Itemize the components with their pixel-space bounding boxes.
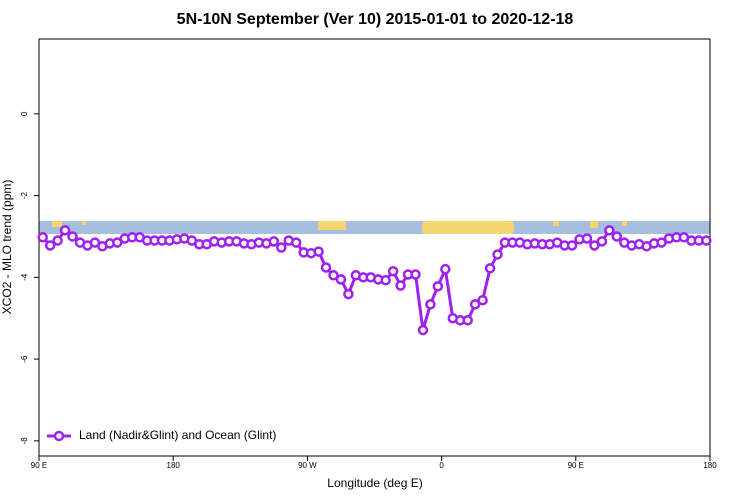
- x-tick-label: 90 E: [568, 461, 584, 470]
- x-tick-label: 90 W: [298, 461, 317, 470]
- data-point: [432, 281, 444, 292]
- data-point: [417, 324, 429, 336]
- data-point: [425, 299, 436, 310]
- data-point: [462, 315, 473, 326]
- x-axis-label: Longitude (deg E): [327, 476, 422, 490]
- y-tick-label: -8: [20, 437, 29, 445]
- data-point: [492, 249, 503, 260]
- data-point: [395, 280, 406, 291]
- data-point: [581, 233, 593, 244]
- chart-title: 5N-10N September (Ver 10) 2015-01-01 to …: [177, 11, 574, 28]
- data-point: [701, 235, 712, 246]
- data-point: [290, 237, 302, 248]
- data-point: [566, 240, 578, 251]
- data-point: [410, 269, 421, 280]
- data-point: [656, 237, 667, 248]
- data-point: [112, 237, 123, 248]
- data-point: [67, 231, 78, 242]
- data-point: [268, 236, 280, 247]
- legend-label: Land (Nadir&Glint) and Ocean (Glint): [79, 428, 276, 442]
- data-point: [343, 288, 354, 300]
- x-tick-label: 180: [167, 461, 181, 470]
- data-point: [44, 240, 56, 251]
- y-tick-label: -6: [20, 355, 29, 363]
- data-point: [320, 262, 332, 273]
- data-point: [440, 263, 451, 275]
- y-tick-label: -2: [20, 191, 29, 199]
- data-point: [484, 263, 496, 274]
- data-point: [59, 225, 71, 236]
- data-point: [380, 274, 391, 286]
- data-point: [611, 231, 623, 242]
- x-tick-label: 90 E: [31, 461, 47, 470]
- y-axis-label: XCO2 - MLO trend (ppm): [0, 180, 14, 315]
- data-point: [477, 294, 488, 306]
- data-point: [328, 270, 339, 281]
- data-point: [589, 240, 600, 251]
- legend-swatch-point: [53, 430, 65, 442]
- x-tick-label: 0: [439, 461, 444, 470]
- y-tick-label: -4: [20, 273, 29, 281]
- x-tick-label: 180: [703, 461, 717, 470]
- y-tick-label: 0: [20, 111, 29, 116]
- data-point: [469, 299, 481, 310]
- data-point: [276, 242, 287, 253]
- plot-frame: [38, 38, 711, 457]
- data-point: [52, 235, 63, 246]
- data-point: [596, 236, 608, 247]
- data-point: [37, 232, 48, 243]
- map-strip: [39, 221, 710, 234]
- data-point: [313, 246, 324, 257]
- data-point: [335, 274, 347, 285]
- data-point: [387, 265, 399, 277]
- data-point: [604, 225, 615, 236]
